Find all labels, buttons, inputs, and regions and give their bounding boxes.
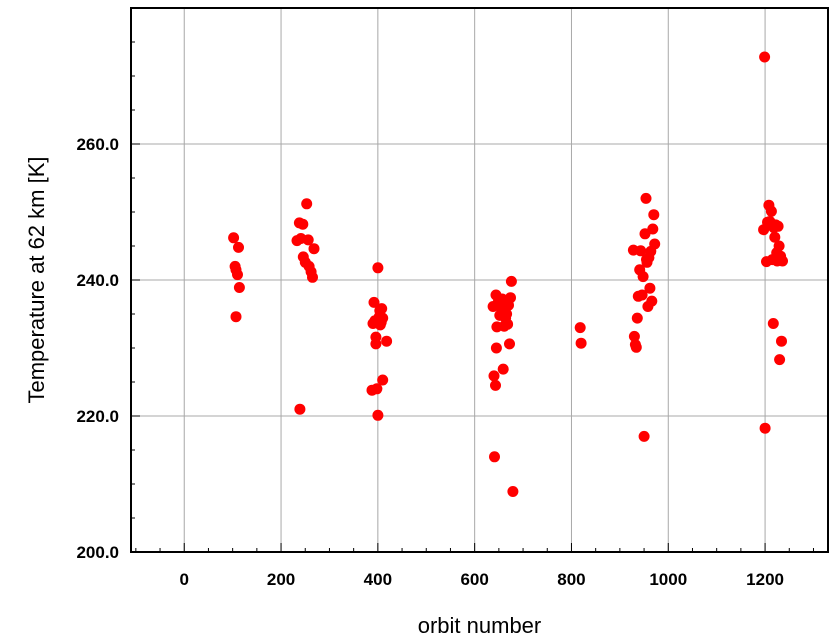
data-point — [630, 341, 642, 353]
data-point — [777, 255, 788, 267]
data-point — [765, 205, 777, 217]
y-tick-label: 200.0 — [76, 543, 119, 562]
y-tick-label: 260.0 — [76, 135, 119, 154]
data-point — [628, 330, 640, 342]
y-axis-title: Temperature at 62 km [K] — [24, 157, 49, 404]
x-axis-title: orbit number — [418, 613, 542, 638]
data-point — [233, 241, 244, 253]
data-point — [636, 289, 648, 301]
data-point — [228, 232, 240, 244]
data-point — [502, 318, 514, 330]
x-tick-label: 1200 — [746, 570, 784, 589]
y-tick-label: 220.0 — [76, 407, 119, 426]
data-point — [233, 282, 245, 293]
grid-lines — [131, 8, 828, 552]
data-point — [772, 220, 784, 232]
data-point — [631, 312, 643, 324]
data-points — [228, 51, 788, 497]
data-point — [490, 342, 502, 354]
data-point — [377, 312, 389, 324]
data-point — [302, 234, 314, 246]
data-point — [372, 262, 384, 274]
data-point — [505, 292, 516, 304]
data-point — [232, 269, 243, 281]
data-point — [774, 354, 786, 366]
data-point — [497, 363, 509, 375]
data-point — [377, 374, 389, 386]
x-tick-label: 400 — [364, 570, 392, 589]
data-point — [504, 338, 515, 350]
data-point — [773, 240, 785, 252]
data-point — [644, 282, 656, 294]
data-point — [490, 379, 501, 391]
data-point — [638, 430, 650, 442]
data-point — [649, 238, 661, 250]
data-point — [371, 383, 383, 395]
data-point — [301, 198, 313, 210]
data-point — [489, 451, 500, 463]
data-point — [575, 337, 587, 349]
data-point — [640, 192, 652, 204]
data-point — [372, 409, 384, 421]
data-point — [574, 322, 586, 334]
data-point — [759, 422, 771, 434]
x-tick-labels: 0 200 400 600 800 1000 1200 — [180, 570, 784, 589]
data-point — [647, 223, 659, 235]
data-point — [776, 335, 787, 347]
y-tick-label: 240.0 — [76, 271, 119, 290]
data-point — [507, 486, 519, 497]
data-point — [648, 209, 660, 221]
data-point — [769, 231, 781, 243]
data-point — [370, 331, 382, 343]
data-point — [505, 275, 517, 287]
data-point — [308, 243, 320, 255]
x-tick-label: 200 — [267, 570, 295, 589]
data-point — [759, 51, 771, 63]
data-point — [635, 245, 647, 257]
data-point — [368, 296, 380, 308]
data-point — [294, 403, 306, 415]
data-point — [376, 303, 388, 315]
data-point — [297, 218, 309, 230]
data-point — [637, 271, 649, 283]
x-tick-label: 600 — [460, 570, 488, 589]
y-tick-labels: 200.0 220.0 240.0 260.0 — [76, 135, 119, 562]
data-point — [646, 295, 658, 307]
data-point — [501, 308, 513, 320]
data-point — [381, 335, 393, 347]
x-tick-label: 800 — [557, 570, 585, 589]
x-tick-label: 0 — [180, 570, 189, 589]
x-tick-label: 1000 — [649, 570, 687, 589]
plot-frame — [130, 7, 829, 553]
data-point — [307, 271, 318, 283]
data-point — [767, 318, 779, 329]
data-point — [488, 370, 500, 382]
data-point — [230, 311, 242, 323]
